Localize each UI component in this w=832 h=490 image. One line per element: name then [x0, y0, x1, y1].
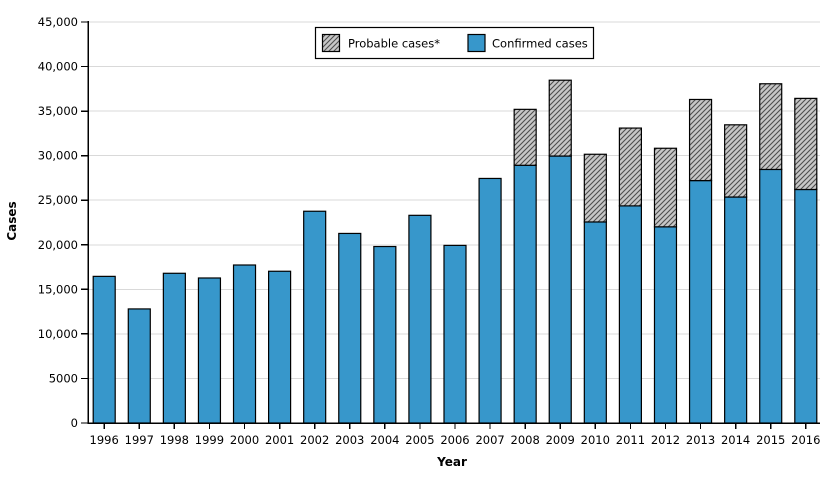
- y-tick-label-25000: 25,000: [38, 193, 78, 207]
- legend-label-probable-cases: Probable cases*: [348, 37, 440, 51]
- x-tick-label-1996: 1996: [90, 433, 119, 447]
- x-tick-label-2015: 2015: [756, 433, 785, 447]
- x-tick-label-1999: 1999: [195, 433, 224, 447]
- confirmed-bar-2010: [583, 221, 607, 424]
- x-tick-label-2004: 2004: [370, 433, 399, 447]
- x-tick-label-1997: 1997: [125, 433, 154, 447]
- confirmed-bar-2004: [373, 245, 397, 424]
- confirmed-bar-2008: [513, 164, 537, 424]
- x-tick-label-1998: 1998: [160, 433, 189, 447]
- confirmed-bar-1996: [92, 275, 116, 424]
- y-axis-ticks: 0 5000 10,000 15,000 20,000 25,000 30,000 35,00…: [38, 15, 88, 430]
- x-tick-label-2007: 2007: [475, 433, 504, 447]
- legend: Probable cases* Confirmed cases: [314, 26, 595, 60]
- x-tick-label-2006: 2006: [440, 433, 469, 447]
- legend-label-confirmed-cases: Confirmed cases: [492, 37, 588, 51]
- y-tick-label-30000: 30,000: [38, 149, 78, 163]
- confirmed-bar-2001: [268, 270, 292, 424]
- x-axis-ticks: 1996 1997 1998 1999 2000 2001 2002 2003 2004 2005…: [90, 423, 820, 447]
- y-tick-label-5000: 5000: [49, 371, 78, 385]
- y-tick-label-45000: 45,000: [38, 15, 78, 29]
- confirmed-bar-1998: [162, 272, 186, 424]
- x-tick-label-2010: 2010: [581, 433, 610, 447]
- probable-bar-2010: [583, 153, 607, 223]
- legend-swatch-probable-cases: [321, 33, 341, 53]
- x-tick-label-2011: 2011: [616, 433, 645, 447]
- x-tick-label-2009: 2009: [546, 433, 575, 447]
- probable-bar-2012: [653, 147, 678, 228]
- y-tick-label-20000: 20,000: [38, 238, 78, 252]
- confirmed-bar-2000: [232, 264, 257, 424]
- y-tick-label-0: 0: [71, 416, 78, 430]
- confirmed-bar-1997: [127, 308, 151, 424]
- x-tick-label-2014: 2014: [721, 433, 750, 447]
- confirmed-bar-2011: [618, 205, 643, 424]
- x-tick-label-2002: 2002: [300, 433, 329, 447]
- confirmed-bar-2007: [478, 177, 502, 424]
- x-tick-label-2008: 2008: [511, 433, 540, 447]
- y-tick-label-40000: 40,000: [38, 60, 78, 74]
- confirmed-bar-2012: [653, 226, 678, 424]
- x-tick-label-2016: 2016: [791, 433, 820, 447]
- probable-bar-2015: [759, 83, 783, 171]
- x-tick-label-2000: 2000: [230, 433, 259, 447]
- confirmed-bar-1999: [197, 277, 222, 424]
- x-tick-label-2003: 2003: [335, 433, 364, 447]
- confirmed-bar-2006: [443, 244, 467, 424]
- legend-swatch-confirmed-cases: [467, 33, 486, 53]
- y-axis-title: Cases: [5, 201, 19, 240]
- confirmed-bar-2016: [794, 188, 818, 424]
- y-tick-label-10000: 10,000: [38, 327, 78, 341]
- bar-series: [92, 79, 818, 424]
- confirmed-bar-2014: [724, 196, 748, 424]
- x-tick-label-2001: 2001: [265, 433, 294, 447]
- y-tick-label-15000: 15,000: [38, 282, 78, 296]
- x-axis-title: Year: [436, 455, 467, 469]
- probable-bar-2009: [548, 79, 572, 157]
- confirmed-bar-2009: [548, 155, 572, 424]
- x-tick-label-2012: 2012: [651, 433, 680, 447]
- confirmed-bar-2002: [303, 210, 327, 424]
- probable-bar-2014: [724, 124, 748, 198]
- legend-box: [314, 26, 595, 60]
- y-tick-label-35000: 35,000: [38, 104, 78, 118]
- probable-bar-2011: [618, 127, 643, 207]
- confirmed-bar-2013: [688, 179, 713, 424]
- probable-bar-2008: [513, 108, 537, 166]
- confirmed-bar-2003: [338, 232, 362, 424]
- probable-bar-2013: [688, 98, 713, 182]
- probable-bar-2016: [794, 97, 818, 191]
- confirmed-bar-2005: [408, 214, 432, 424]
- confirmed-bar-2015: [759, 168, 783, 424]
- x-tick-label-2005: 2005: [405, 433, 434, 447]
- x-tick-label-2013: 2013: [686, 433, 715, 447]
